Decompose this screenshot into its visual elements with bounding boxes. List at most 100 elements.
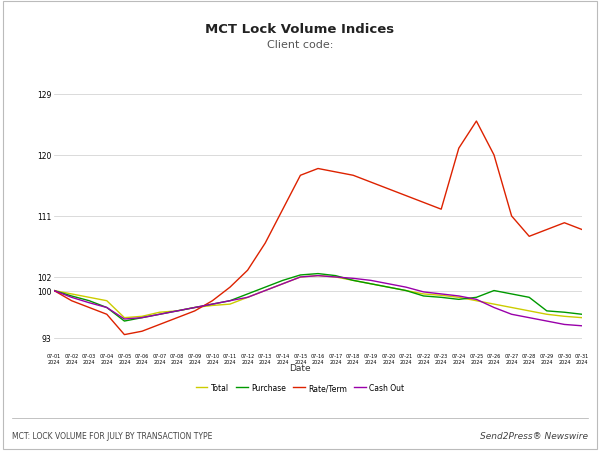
Total: [86, 295, 93, 300]
Cash Out: [403, 285, 410, 290]
Total: [226, 302, 233, 307]
Rate/Term: [543, 227, 550, 233]
Cash Out: [420, 290, 427, 295]
Total: [543, 312, 550, 317]
Rate/Term: [209, 299, 216, 304]
Rate/Term: [279, 207, 286, 212]
Purchase: [226, 299, 233, 304]
Rate/Term: [50, 288, 58, 294]
Purchase: [86, 299, 93, 304]
Total: [191, 305, 199, 310]
Rate/Term: [437, 207, 445, 212]
Cash Out: [314, 273, 322, 279]
Purchase: [332, 273, 339, 279]
Cash Out: [86, 300, 93, 306]
Rate/Term: [156, 322, 163, 327]
Purchase: [121, 318, 128, 324]
Cash Out: [191, 305, 199, 310]
Total: [139, 314, 146, 319]
Total: [332, 275, 339, 280]
Total: [455, 295, 463, 300]
Total: [297, 275, 304, 280]
Total: [578, 315, 586, 321]
Rate/Term: [350, 173, 357, 179]
Purchase: [191, 305, 199, 310]
Total: [473, 299, 480, 304]
Cash Out: [385, 281, 392, 287]
Rate/Term: [86, 305, 93, 310]
Total: [367, 281, 374, 287]
Purchase: [314, 271, 322, 276]
Purchase: [156, 312, 163, 317]
Text: MCT Lock Volume Indices: MCT Lock Volume Indices: [205, 23, 395, 36]
Purchase: [420, 294, 427, 299]
Total: [244, 295, 251, 300]
Total: [50, 288, 58, 294]
Purchase: [543, 308, 550, 314]
Purchase: [403, 288, 410, 294]
Purchase: [50, 288, 58, 294]
Rate/Term: [508, 214, 515, 219]
Cash Out: [262, 288, 269, 294]
Text: Date: Date: [289, 363, 311, 372]
Rate/Term: [121, 332, 128, 337]
Rate/Term: [226, 285, 233, 290]
Cash Out: [121, 317, 128, 322]
Cash Out: [50, 288, 58, 294]
Total: [403, 288, 410, 294]
Cash Out: [226, 299, 233, 304]
Total: [350, 278, 357, 283]
Text: MCT: LOCK VOLUME FOR JULY BY TRANSACTION TYPE: MCT: LOCK VOLUME FOR JULY BY TRANSACTION…: [12, 431, 212, 440]
Cash Out: [473, 297, 480, 302]
Rate/Term: [578, 227, 586, 233]
Legend: Total, Purchase, Rate/Term, Cash Out: Total, Purchase, Rate/Term, Cash Out: [193, 380, 407, 396]
Cash Out: [103, 305, 110, 310]
Rate/Term: [297, 173, 304, 179]
Purchase: [209, 302, 216, 307]
Rate/Term: [103, 312, 110, 317]
Cash Out: [561, 322, 568, 327]
Cash Out: [173, 308, 181, 314]
Purchase: [103, 305, 110, 310]
Total: [490, 302, 497, 307]
Purchase: [68, 294, 75, 299]
Total: [385, 285, 392, 290]
Cash Out: [455, 294, 463, 299]
Cash Out: [244, 295, 251, 300]
Cash Out: [543, 318, 550, 324]
Rate/Term: [403, 193, 410, 199]
Purchase: [508, 291, 515, 297]
Text: Send2Press® Newswire: Send2Press® Newswire: [480, 431, 588, 440]
Purchase: [561, 310, 568, 315]
Cash Out: [578, 323, 586, 329]
Rate/Term: [332, 170, 339, 175]
Total: [279, 281, 286, 287]
Total: [437, 293, 445, 299]
Rate/Term: [173, 315, 181, 321]
Purchase: [262, 285, 269, 290]
Rate/Term: [526, 234, 533, 239]
Total: [103, 299, 110, 304]
Line: Cash Out: Cash Out: [54, 276, 582, 326]
Total: [68, 291, 75, 297]
Cash Out: [279, 281, 286, 287]
Line: Rate/Term: Rate/Term: [54, 122, 582, 335]
Total: [561, 314, 568, 319]
Rate/Term: [314, 166, 322, 172]
Rate/Term: [473, 119, 480, 124]
Purchase: [173, 308, 181, 314]
Purchase: [297, 272, 304, 278]
Cash Out: [68, 295, 75, 300]
Rate/Term: [367, 180, 374, 185]
Cash Out: [437, 291, 445, 297]
Purchase: [455, 297, 463, 302]
Total: [420, 291, 427, 297]
Rate/Term: [385, 187, 392, 192]
Rate/Term: [561, 221, 568, 226]
Cash Out: [297, 275, 304, 280]
Rate/Term: [420, 200, 427, 206]
Rate/Term: [244, 268, 251, 273]
Text: Client code:: Client code:: [267, 40, 333, 50]
Cash Out: [332, 275, 339, 280]
Purchase: [367, 281, 374, 287]
